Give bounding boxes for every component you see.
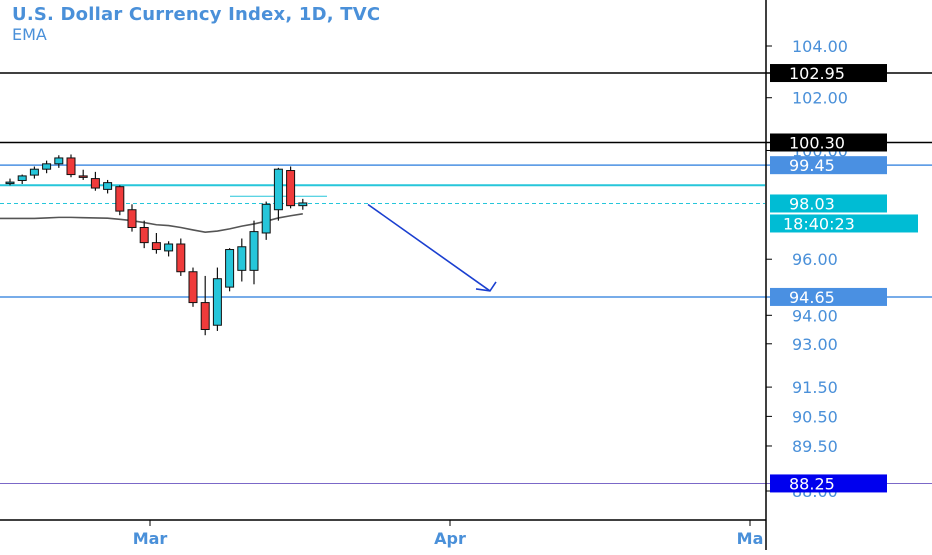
- price-badge[interactable]: [770, 64, 887, 83]
- candle[interactable]: [78, 175, 88, 178]
- candle[interactable]: [261, 203, 271, 234]
- candle[interactable]: [90, 178, 100, 189]
- price-badge[interactable]: [770, 194, 887, 213]
- candle[interactable]: [212, 278, 222, 326]
- price-badge-label: 98.03: [789, 194, 835, 213]
- candle[interactable]: [273, 168, 283, 211]
- candle[interactable]: [42, 163, 52, 170]
- candle[interactable]: [17, 175, 27, 181]
- y-tick-label: 90.50: [792, 407, 838, 426]
- countdown-badge: [770, 214, 918, 233]
- candle[interactable]: [200, 302, 210, 331]
- projection-arrow[interactable]: [367, 203, 491, 292]
- candle[interactable]: [54, 157, 64, 165]
- ema-line[interactable]: [0, 213, 303, 233]
- price-badge-label: 99.45: [789, 156, 835, 175]
- y-tick-label: 89.50: [792, 437, 838, 456]
- candle[interactable]: [164, 243, 174, 252]
- candle[interactable]: [139, 226, 149, 244]
- price-badge[interactable]: [770, 474, 887, 493]
- projection-arrowhead: [475, 281, 497, 292]
- price-badge-label: 100.30: [789, 133, 845, 152]
- candle[interactable]: [103, 182, 113, 190]
- price-badge[interactable]: [770, 287, 887, 306]
- candle[interactable]: [5, 181, 15, 185]
- x-tick-label: Apr: [434, 529, 466, 548]
- candle[interactable]: [151, 242, 161, 251]
- candle[interactable]: [29, 168, 39, 176]
- y-tick-label: 91.50: [792, 378, 838, 397]
- candle[interactable]: [188, 271, 198, 304]
- y-tick-label: 93.00: [792, 335, 838, 354]
- x-tick-label: Mar: [133, 529, 168, 548]
- candle[interactable]: [176, 243, 186, 273]
- y-tick-label: 104.00: [792, 37, 848, 56]
- candle[interactable]: [286, 170, 296, 207]
- price-badge-label: 102.95: [789, 64, 845, 83]
- price-badge-label: 88.25: [789, 474, 835, 493]
- y-tick-label: 96.00: [792, 250, 838, 269]
- candle[interactable]: [237, 246, 247, 271]
- x-tick-label: Ma: [737, 529, 764, 548]
- countdown-label: 18:40:23: [783, 214, 855, 233]
- candle[interactable]: [249, 231, 259, 271]
- price-badge[interactable]: [770, 133, 887, 152]
- candle[interactable]: [298, 202, 308, 207]
- price-badge-label: 94.65: [789, 288, 835, 307]
- candle[interactable]: [225, 249, 235, 288]
- candle[interactable]: [115, 186, 125, 212]
- y-tick-label: 102.00: [792, 89, 848, 108]
- candle[interactable]: [127, 209, 137, 228]
- price-badge[interactable]: [770, 156, 887, 175]
- y-tick-label: 94.00: [792, 306, 838, 325]
- candle[interactable]: [66, 157, 76, 176]
